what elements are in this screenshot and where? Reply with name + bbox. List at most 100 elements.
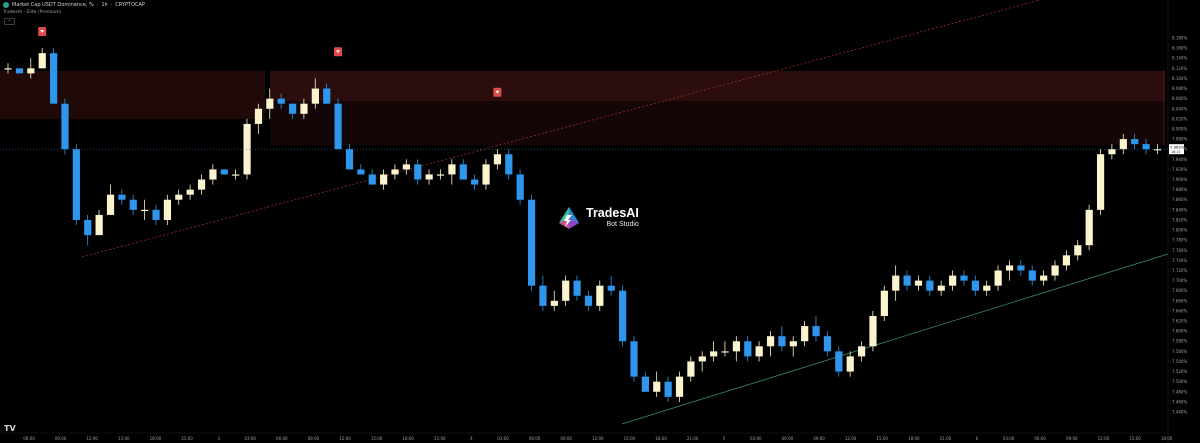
candle-body xyxy=(1062,255,1071,266)
candle-body xyxy=(289,103,297,114)
price-tick-label: 7.440% xyxy=(1172,410,1187,415)
time-tick-label: 03:00 xyxy=(750,436,762,441)
time-tick-label: 09:00 xyxy=(813,436,825,441)
price-tick-label: 8.120% xyxy=(1172,66,1187,71)
price-tick-label: 7.860% xyxy=(1172,197,1187,202)
time-tick-label: 09:00 xyxy=(55,436,67,441)
candle-body xyxy=(345,149,354,170)
candle-body xyxy=(562,280,570,301)
time-axis[interactable]: 06:00 09:00 12:00 15:00 18:00 21:00 3 03:00 06:0… xyxy=(23,436,1173,441)
candle-body xyxy=(1028,270,1036,281)
candle-body xyxy=(766,336,775,347)
candle-body xyxy=(584,295,593,306)
time-tick-label: 21:00 xyxy=(181,436,193,441)
tradesai-logo-icon xyxy=(559,207,579,229)
time-tick-label: 21:00 xyxy=(687,436,699,441)
candle-body xyxy=(755,346,763,357)
candle-body xyxy=(698,356,706,362)
candle-body xyxy=(186,189,194,195)
candle-body xyxy=(710,351,718,357)
price-tick-label: 7.460% xyxy=(1172,399,1187,404)
candle-body xyxy=(1153,149,1162,151)
price-tick-label: 7.580% xyxy=(1172,339,1187,344)
candle-body xyxy=(949,275,957,286)
price-tick-label: 7.780% xyxy=(1172,238,1187,243)
price-tag-box xyxy=(1169,144,1184,155)
candles xyxy=(4,48,1162,402)
time-tick-label: 03:00 xyxy=(1003,436,1015,441)
sell-arrow-icon xyxy=(336,50,341,54)
candle-body xyxy=(1017,265,1025,271)
price-axis[interactable]: 8.180% 8.160% 8.140% 8.120% 8.100% 8.080% 8.06… xyxy=(1172,36,1187,415)
time-tick-label: 18:00 xyxy=(1161,436,1173,441)
interval-label[interactable]: 1h xyxy=(101,2,108,8)
zone-upper-band xyxy=(270,70,1165,102)
candle-body xyxy=(380,174,388,185)
candle-body xyxy=(1051,265,1059,276)
candle-body xyxy=(357,169,365,175)
time-tick-label: 06:00 xyxy=(529,436,541,441)
price-tick-label: 7.820% xyxy=(1172,217,1187,222)
candle-body xyxy=(744,341,752,357)
candle-body xyxy=(311,88,319,104)
time-tick-label: 21:00 xyxy=(434,436,446,441)
candle-body xyxy=(505,154,513,175)
candle-body xyxy=(254,108,263,124)
logo-subtitle: Bot Studio xyxy=(606,220,639,228)
candle-body xyxy=(106,194,115,215)
candle-body xyxy=(4,68,12,70)
price-tick-label: 8.100% xyxy=(1172,76,1187,81)
candle-body xyxy=(687,361,695,377)
price-tick-label: 7.720% xyxy=(1172,268,1187,273)
time-tick-label: 5 xyxy=(723,436,726,441)
time-tick-label: 09:00 xyxy=(560,436,572,441)
time-tick-label: 12:00 xyxy=(592,436,604,441)
candle-body xyxy=(175,194,183,200)
candle-body xyxy=(858,346,866,357)
candle-body xyxy=(220,169,228,175)
tradesai-logo: TradesAI Bot Studio xyxy=(558,206,639,230)
candle-body xyxy=(596,285,604,306)
price-tick-label: 8.020% xyxy=(1172,116,1187,121)
candle-body xyxy=(869,315,877,347)
candle-body xyxy=(459,164,467,180)
candle-body xyxy=(118,194,126,200)
price-tick-label: 7.800% xyxy=(1172,228,1187,233)
time-tick-label: 12:00 xyxy=(339,436,351,441)
candle-body xyxy=(448,164,456,175)
time-tick-label: 06:00 xyxy=(276,436,288,441)
candle-body xyxy=(1085,209,1093,246)
candle-body xyxy=(72,149,80,220)
candle-body xyxy=(721,351,729,353)
time-tick-label: 09:00 xyxy=(1066,436,1078,441)
candle-body xyxy=(835,351,843,372)
indicator-label[interactable]: TradesAI - Elite (Premium) xyxy=(3,10,62,15)
candle-body xyxy=(50,53,58,104)
candle-body xyxy=(914,280,923,286)
candle-body xyxy=(664,381,672,397)
exchange-label: CRYPTOCAP xyxy=(115,2,145,8)
current-price-label: 7.962%16:15 xyxy=(1169,144,1185,155)
price-tick-label: 7.880% xyxy=(1172,187,1187,192)
price-tick-label: 7.920% xyxy=(1172,167,1187,172)
price-tick-label: 7.620% xyxy=(1172,319,1187,324)
candle-body xyxy=(84,219,92,236)
candle-body xyxy=(937,285,945,291)
candle-body xyxy=(232,174,240,176)
price-tick-label: 7.500% xyxy=(1172,379,1187,384)
tradingview-logo[interactable]: TV xyxy=(4,424,16,433)
candle-body xyxy=(778,336,786,347)
candle-body xyxy=(926,280,934,291)
price-tick-label: 7.480% xyxy=(1172,389,1187,394)
candle-body xyxy=(516,174,524,200)
candle-body xyxy=(129,199,137,210)
time-tick-label: 06:00 xyxy=(1034,436,1046,441)
time-tick-label: 15:00 xyxy=(118,436,130,441)
collapse-indicators-button[interactable]: ^ xyxy=(4,18,15,25)
candle-body xyxy=(994,270,1002,286)
candle-body xyxy=(402,164,410,170)
symbol-header[interactable]: Market Cap USDT Dominance, % · 1h · CRYPTO… xyxy=(3,2,145,8)
time-tick-label: 12:00 xyxy=(1098,436,1110,441)
logo-name: TradesAI xyxy=(586,205,639,220)
